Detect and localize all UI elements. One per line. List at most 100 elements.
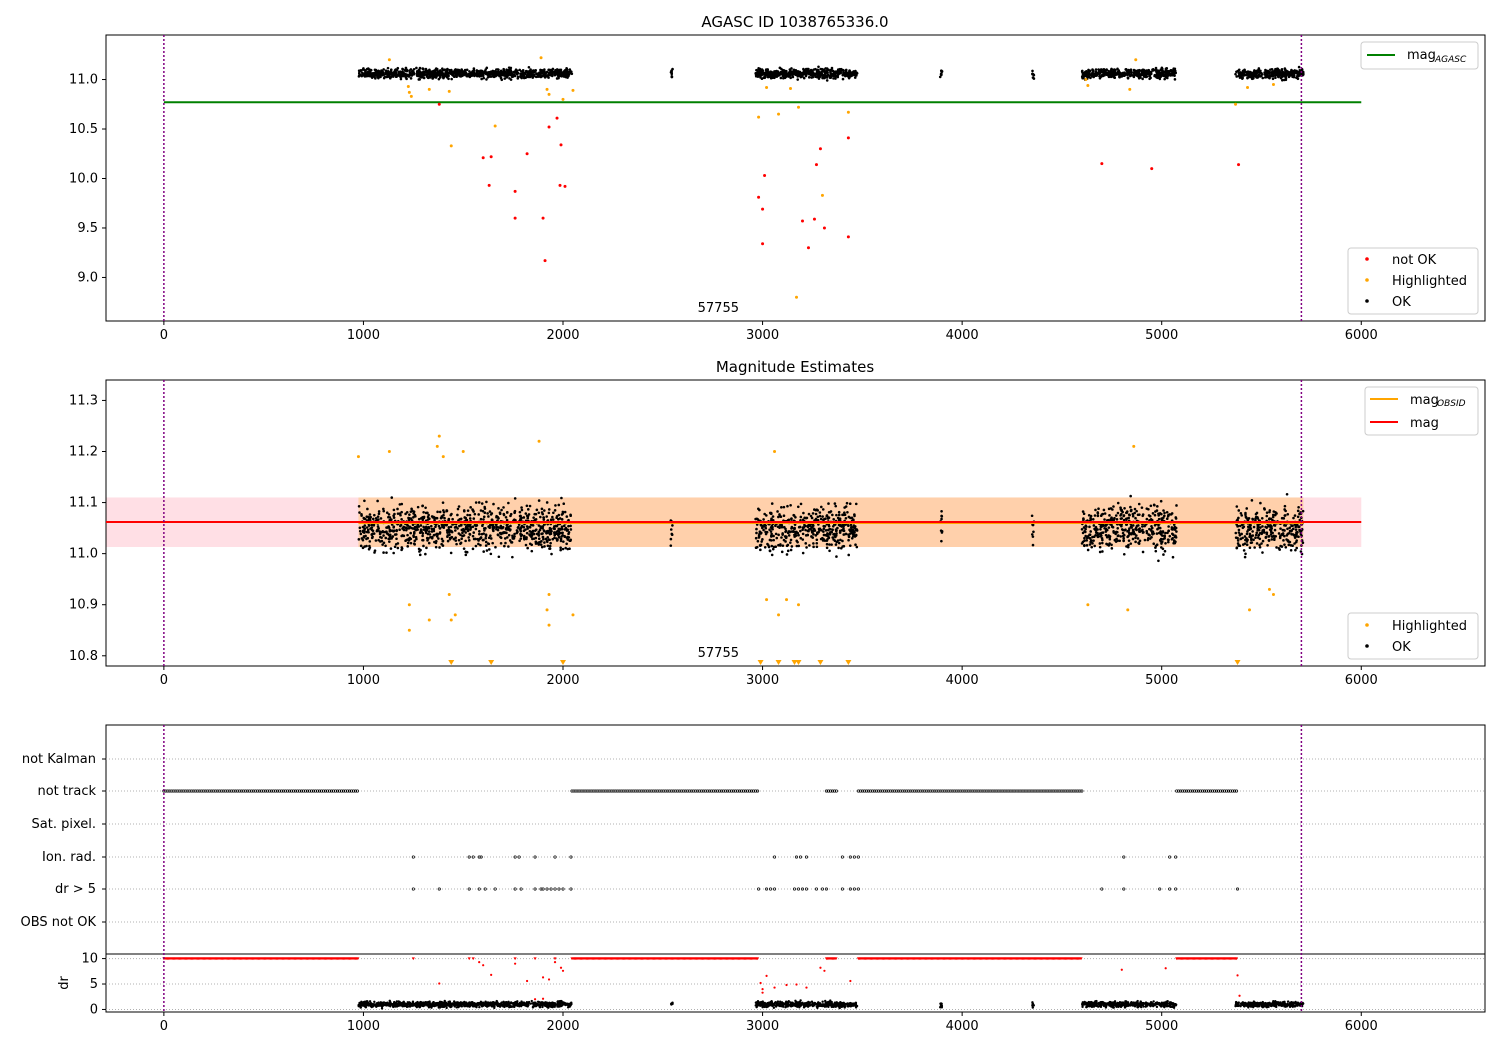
ok-point	[784, 540, 787, 543]
ok-point	[835, 513, 838, 517]
ok-point	[1090, 545, 1094, 549]
ok-point	[534, 70, 537, 73]
ok-point	[1248, 546, 1252, 550]
ok-point	[1124, 73, 1127, 77]
ok-point	[503, 537, 507, 540]
ok-point	[465, 68, 469, 72]
highlighted-point	[571, 88, 575, 92]
ok-point	[1107, 534, 1111, 538]
ok-point	[1149, 504, 1153, 508]
ok-point	[513, 509, 517, 513]
ok-point	[520, 533, 524, 537]
ok-point	[767, 544, 770, 547]
ok-point	[457, 505, 461, 508]
ok-point	[755, 531, 758, 535]
ok-point	[368, 546, 372, 549]
ok-point	[1243, 542, 1247, 545]
ok-point	[425, 525, 428, 529]
ok-point	[551, 515, 554, 519]
ok-point	[472, 510, 475, 513]
flag-row-label: not track	[37, 784, 96, 799]
ok-point	[808, 72, 811, 76]
ok-point	[814, 512, 818, 516]
ok-point	[568, 68, 572, 71]
ok-point	[485, 78, 488, 81]
ok-point	[836, 539, 840, 542]
ok-point	[850, 531, 854, 535]
ok-point	[1292, 516, 1295, 520]
ok-point	[376, 525, 380, 528]
ok-point	[1031, 69, 1034, 73]
ok-point	[474, 501, 478, 504]
ok-point	[471, 534, 475, 538]
ok-point	[362, 67, 365, 70]
ok-point	[438, 527, 442, 530]
ok-point	[811, 512, 815, 515]
ok-point	[559, 527, 563, 531]
ok-point	[770, 502, 774, 505]
ok-point	[1297, 505, 1300, 509]
ok-point	[553, 531, 556, 534]
legend-mag-obsid-label: mag	[1410, 393, 1439, 408]
ok-point	[1129, 525, 1133, 528]
ok-point	[433, 74, 436, 78]
ok-point	[393, 70, 396, 73]
ok-point	[1290, 532, 1293, 536]
ok-point	[1253, 546, 1256, 549]
ok-point	[1161, 537, 1165, 541]
ok-point	[825, 514, 829, 518]
ok-point	[1161, 547, 1165, 551]
ok-point	[782, 514, 786, 518]
ok-point	[815, 538, 819, 542]
ok-point	[836, 516, 840, 520]
ok-point	[473, 512, 477, 516]
ok-point	[453, 71, 457, 75]
ok-point	[1264, 525, 1267, 529]
ok-point	[831, 525, 835, 528]
ok-point	[799, 515, 803, 519]
not-ok-point	[489, 155, 493, 159]
ok-point	[847, 553, 851, 557]
ok-point	[1287, 531, 1291, 535]
ok-point	[484, 544, 488, 547]
ok-point	[518, 68, 522, 72]
ok-point	[507, 525, 510, 529]
ok-point	[1149, 72, 1153, 76]
ok-point	[427, 541, 431, 545]
highlighted-point	[453, 613, 457, 617]
ok-point	[377, 512, 381, 516]
ok-point	[822, 527, 826, 531]
ok-point	[483, 70, 487, 74]
ok-point	[398, 512, 402, 515]
ok-point	[365, 67, 369, 71]
ok-point	[1254, 71, 1257, 75]
ok-point	[1131, 74, 1134, 77]
ok-point	[1084, 524, 1088, 527]
highlighted-point	[1132, 444, 1136, 448]
legend-ok: OK	[1392, 295, 1411, 310]
ok-point	[843, 513, 847, 517]
ok-point	[515, 529, 519, 532]
ok-point	[1285, 534, 1289, 537]
ok-point	[525, 525, 529, 528]
ok-point	[1142, 530, 1145, 534]
ok-point	[482, 515, 486, 519]
ok-point	[1098, 68, 1101, 72]
ok-point	[409, 531, 412, 535]
flag-point	[553, 887, 557, 891]
ok-point	[779, 76, 783, 80]
magnitude-ytick-label: 10.8	[69, 649, 98, 664]
ok-point	[358, 526, 362, 530]
ok-point	[418, 66, 422, 70]
not-ok-point	[763, 174, 767, 178]
ok-point	[806, 533, 810, 537]
ok-point	[543, 72, 547, 76]
ok-point	[1083, 539, 1086, 543]
ok-point	[359, 532, 363, 536]
ok-point	[419, 524, 423, 527]
ok-point	[387, 71, 390, 75]
ok-point	[460, 70, 464, 74]
flag-row-label: dr > 5	[55, 882, 96, 897]
ok-point	[844, 532, 848, 536]
ok-point	[1294, 528, 1298, 531]
